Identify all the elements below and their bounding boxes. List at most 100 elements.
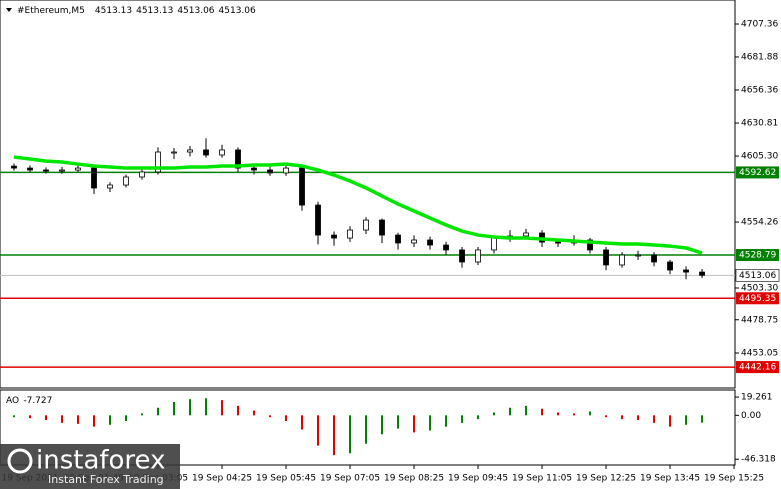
level-label-box xyxy=(736,361,779,374)
candle-body xyxy=(603,249,609,266)
candle-body xyxy=(283,167,289,174)
indicator-bar xyxy=(445,415,448,427)
watermark: instaforex Instant Forex Trading xyxy=(0,444,180,489)
indicator-bar xyxy=(205,398,208,416)
main-panel xyxy=(0,0,736,389)
indicator-bar xyxy=(541,408,544,416)
x-tick-label: 19 Sep 05:45 xyxy=(256,474,316,484)
candle-body xyxy=(299,167,305,206)
level-label-box xyxy=(736,166,779,179)
indicator-bar xyxy=(237,405,240,416)
candle-body xyxy=(235,149,241,169)
level-label: 4592.62 xyxy=(739,168,776,178)
candle-body xyxy=(91,167,97,189)
candle-body xyxy=(331,234,337,239)
indicator-bar xyxy=(333,415,336,456)
candle-body xyxy=(635,254,641,257)
watermark-subtitle: Instant Forex Trading xyxy=(48,473,164,486)
candle-body xyxy=(11,165,17,169)
header-value: 4513.06 xyxy=(177,6,214,16)
level-label: 4442.16 xyxy=(739,363,776,373)
candle-body xyxy=(27,167,33,171)
menu-arrow xyxy=(6,8,12,12)
indicator-bar xyxy=(109,415,112,425)
candle-body xyxy=(139,171,145,178)
indicator-bar xyxy=(221,400,224,416)
candle-body xyxy=(459,249,465,263)
x-tick-label: 19 Sep 08:25 xyxy=(384,474,444,484)
indicator-bar xyxy=(381,415,384,435)
candle-body xyxy=(155,151,161,173)
candle-body xyxy=(75,167,81,171)
chart-title: #Ethereum,M5 4513.13 4513.13 4513.06 4513.06 xyxy=(17,6,256,16)
indicator-tick-label: 19.261 xyxy=(741,393,773,403)
indicator-bar xyxy=(317,415,320,446)
indicator-bar xyxy=(493,412,496,416)
indicator-bar xyxy=(589,411,592,416)
candle-body xyxy=(315,204,321,236)
x-tick-label: 19 Sep 15:25 xyxy=(704,474,764,484)
indicator-bar xyxy=(253,410,256,416)
indicator-bar xyxy=(125,415,128,422)
x-tick-label: 19 Sep 09:45 xyxy=(448,474,508,484)
candle-body xyxy=(347,229,353,239)
indicator-bar xyxy=(141,413,144,416)
y-tick-label: 4656.36 xyxy=(741,85,778,95)
candle-body xyxy=(667,261,673,271)
candle-body xyxy=(251,167,257,171)
level-label: 4528.79 xyxy=(739,251,776,261)
indicator-bar xyxy=(173,402,176,416)
level-label-box xyxy=(736,249,779,262)
candle-body xyxy=(411,239,417,244)
symbol: #Ethereum,M5 xyxy=(17,6,85,16)
header-value: 4513.13 xyxy=(95,6,132,16)
indicator-bar xyxy=(557,412,560,416)
header-value: 4513.13 xyxy=(136,6,173,16)
indicator-bar xyxy=(349,415,352,454)
candle-body xyxy=(523,232,529,237)
x-tick-label: 19 Sep 12:25 xyxy=(576,474,636,484)
level-label-box xyxy=(736,292,779,305)
indicator-tick-label: 0.00 xyxy=(741,411,761,421)
marks: 4707.36 4681.88 4656.36 4630.81 4605.30 4554.… xyxy=(0,19,780,484)
candle-body xyxy=(475,249,481,263)
candle-body xyxy=(267,169,273,174)
indicator-value: -7.727 xyxy=(23,396,52,406)
y-tick-label: 4453.05 xyxy=(741,349,778,359)
candle-body xyxy=(203,149,209,156)
x-tick-label: 19 Sep 13:45 xyxy=(640,474,700,484)
indicator-bar xyxy=(157,407,160,416)
current-price-label: 4513.06 xyxy=(739,271,776,281)
indicator-title: AO -7.727 xyxy=(6,396,52,406)
x-tick-label: 19 Sep 04:25 xyxy=(192,474,252,484)
indicator-bar xyxy=(29,415,32,419)
indicator-bar xyxy=(669,415,672,427)
indicator-bar xyxy=(45,415,48,421)
indicator-bar xyxy=(461,415,464,423)
indicator-bar xyxy=(269,415,272,418)
candle-body xyxy=(427,239,433,246)
level-label: 4495.35 xyxy=(739,294,776,304)
candle-body xyxy=(123,176,129,186)
candle-body xyxy=(699,271,705,276)
y-tick-label: 4707.36 xyxy=(741,19,778,29)
indicator-bar xyxy=(13,415,16,418)
candle-body xyxy=(379,219,385,236)
indicator-bar xyxy=(189,399,192,416)
y-tick-label: 4554.26 xyxy=(741,218,778,228)
candle-body xyxy=(43,169,49,172)
candle-body xyxy=(59,169,65,172)
indicator-bar xyxy=(413,415,416,433)
candle-body xyxy=(395,234,401,244)
indicator-bar xyxy=(605,415,608,418)
candle-body xyxy=(363,219,369,231)
header-value: 4513.06 xyxy=(219,6,256,16)
indicator-bar xyxy=(509,407,512,416)
watermark-title: instaforex xyxy=(36,446,165,476)
x-tick-label: 19 Sep 07:05 xyxy=(320,474,380,484)
y-tick-label: 4605.30 xyxy=(741,152,778,162)
candle-body xyxy=(683,269,689,273)
indicator-bar xyxy=(301,415,304,430)
candle-body xyxy=(171,151,177,154)
indicator-bar xyxy=(653,415,656,423)
